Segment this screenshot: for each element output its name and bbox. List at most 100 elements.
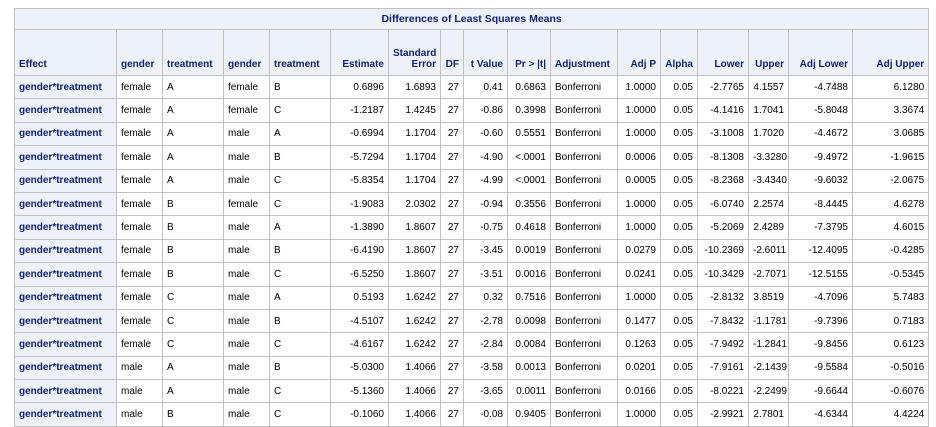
table-cell: 0.0279 [617, 238, 661, 264]
table-cell: 27 [440, 355, 464, 381]
table-cell: 27 [440, 98, 464, 123]
row-effect-label: gender*treatment [14, 285, 117, 310]
table-cell: 0.05 [660, 379, 698, 404]
table-cell: -8.4445 [788, 191, 853, 217]
table-cell: 0.05 [660, 238, 698, 264]
table-cell: Bonferroni [550, 145, 618, 170]
table-cell: 0.41 [463, 74, 508, 100]
table-cell: -12.5155 [788, 262, 853, 287]
table-cell: 0.5551 [507, 121, 551, 147]
table-cell: 27 [440, 332, 464, 357]
lsmeans-differences-table: Differences of Least Squares Means Effec… [13, 8, 930, 427]
table-cell: male [223, 379, 270, 404]
column-header: Alpha [660, 29, 698, 76]
table-cell: 1.1704 [388, 121, 441, 147]
table-cell: -2.84 [463, 332, 508, 357]
table-cell: -9.8456 [788, 332, 853, 357]
table-cell: -0.5345 [851, 262, 930, 287]
table-cell: 4.6015 [851, 215, 930, 240]
table-cell: female [223, 74, 270, 100]
table-cell: 4.6278 [851, 191, 930, 217]
table-cell: 1.4066 [388, 355, 441, 381]
column-header: Effect [14, 29, 117, 76]
table-cell: 0.05 [660, 285, 698, 310]
table-cell: -4.4672 [788, 121, 853, 147]
table-cell: 27 [440, 262, 464, 287]
table-cell: -7.3795 [788, 215, 853, 240]
table-cell: 2.4289 [748, 215, 789, 240]
table-cell: 0.4618 [507, 215, 551, 240]
table-cell: -4.90 [463, 145, 508, 170]
table-cell: male [223, 402, 270, 427]
table-cell: A [269, 121, 331, 147]
table-cell: male [223, 332, 270, 357]
table-cell: C [269, 262, 331, 287]
table-cell: -4.6344 [788, 402, 853, 427]
table-cell: 1.6893 [388, 74, 441, 100]
table-cell: 0.1263 [617, 332, 661, 357]
table-cell: -2.8132 [697, 285, 749, 310]
row-effect-label: gender*treatment [14, 215, 117, 240]
table-cell: 3.0685 [851, 121, 930, 147]
table-cell: Bonferroni [550, 285, 618, 310]
table-cell: A [162, 74, 224, 100]
table-title: Differences of Least Squares Means [13, 8, 930, 30]
table-cell: -4.5107 [330, 308, 389, 334]
table-cell: 0.0011 [507, 379, 551, 404]
table-cell: 27 [440, 402, 464, 427]
table-cell: Bonferroni [550, 355, 618, 381]
table-cell: -0.4285 [851, 238, 930, 264]
column-header: Adj P [617, 29, 661, 76]
table-cell: -0.5016 [851, 355, 930, 381]
table-cell: 0.0013 [507, 355, 551, 381]
table-cell: male [223, 168, 270, 193]
column-header: treatment [162, 29, 224, 76]
table-cell: -1.1781 [748, 308, 789, 334]
table-cell: Bonferroni [550, 402, 618, 427]
table-cell: -9.6644 [788, 379, 853, 404]
table-cell: B [269, 355, 331, 381]
table-cell: female [116, 145, 163, 170]
table-cell: male [223, 285, 270, 310]
table-cell: -7.8432 [697, 308, 749, 334]
table-cell: male [116, 379, 163, 404]
table-cell: B [269, 308, 331, 334]
row-effect-label: gender*treatment [14, 121, 117, 147]
table-cell: -10.3429 [697, 262, 749, 287]
table-cell: -6.4190 [330, 238, 389, 264]
table-cell: female [116, 308, 163, 334]
column-header: Pr > |t| [507, 29, 551, 76]
table-cell: 0.05 [660, 191, 698, 217]
table-cell: -5.7294 [330, 145, 389, 170]
table-cell: 0.05 [660, 168, 698, 193]
table-cell: 1.8607 [388, 238, 441, 264]
row-effect-label: gender*treatment [14, 145, 117, 170]
table-cell: 0.05 [660, 98, 698, 123]
table-cell: -0.75 [463, 215, 508, 240]
table-cell: 27 [440, 379, 464, 404]
table-cell: 1.0000 [617, 98, 661, 123]
row-effect-label: gender*treatment [14, 402, 117, 427]
table-cell: -0.60 [463, 121, 508, 147]
table-cell: 0.0166 [617, 379, 661, 404]
table-cell: -4.1416 [697, 98, 749, 123]
table-cell: B [269, 238, 331, 264]
table-cell: C [269, 168, 331, 193]
table-cell: Bonferroni [550, 332, 618, 357]
table-cell: 0.0201 [617, 355, 661, 381]
table-cell: male [223, 121, 270, 147]
table-cell: 0.0006 [617, 145, 661, 170]
row-effect-label: gender*treatment [14, 74, 117, 100]
table-cell: 27 [440, 308, 464, 334]
table-cell: 0.05 [660, 121, 698, 147]
table-cell: 0.05 [660, 74, 698, 100]
table-cell: 1.6242 [388, 332, 441, 357]
table-cell: 27 [440, 145, 464, 170]
table-cell: -0.6076 [851, 379, 930, 404]
table-cell: 1.1704 [388, 145, 441, 170]
table-cell: -8.1308 [697, 145, 749, 170]
table-cell: -2.1439 [748, 355, 789, 381]
table-cell: 1.6242 [388, 285, 441, 310]
